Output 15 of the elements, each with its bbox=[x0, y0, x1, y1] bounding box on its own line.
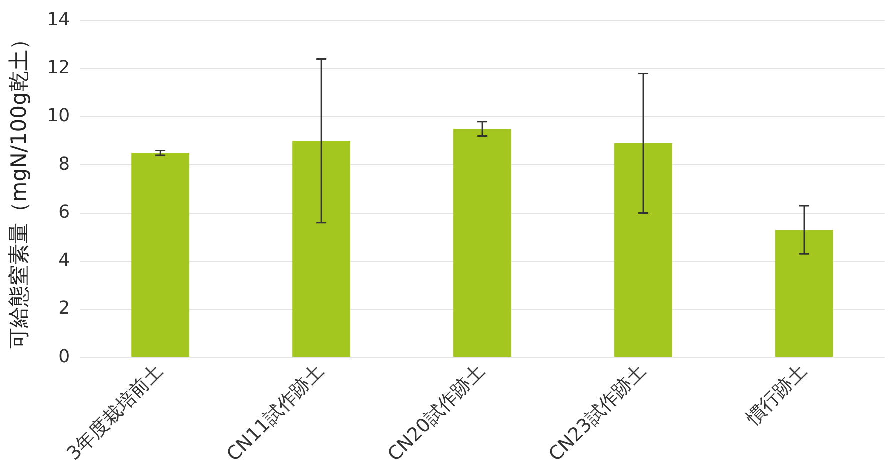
y-tick-label: 10 bbox=[47, 106, 70, 127]
bar bbox=[776, 230, 834, 358]
bar bbox=[614, 143, 673, 358]
y-tick-label: 4 bbox=[58, 250, 70, 272]
y-tick-label: 8 bbox=[58, 154, 70, 175]
y-tick-label: 6 bbox=[58, 202, 70, 223]
bar bbox=[132, 153, 190, 358]
y-tick-label: 2 bbox=[58, 298, 70, 320]
x-tick-label: 慣行跡土 bbox=[742, 360, 812, 430]
y-axis-title: 可給態窒素量（mgN/100g乾土） bbox=[7, 29, 32, 350]
y-tick-label: 14 bbox=[47, 9, 70, 30]
y-tick-label: 12 bbox=[47, 58, 70, 79]
bar bbox=[292, 141, 351, 358]
y-tick-label: 0 bbox=[58, 346, 70, 368]
bar bbox=[454, 129, 512, 358]
